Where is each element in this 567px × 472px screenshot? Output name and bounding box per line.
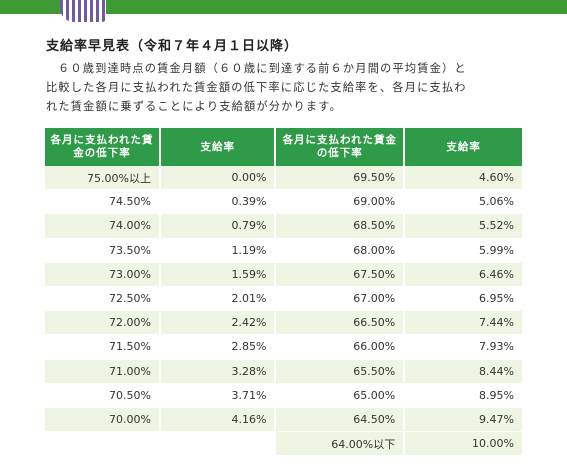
cell-benefit-rate: 0.00% xyxy=(160,166,277,191)
cell-benefit-rate-2: 8.95% xyxy=(404,383,522,408)
table-row: 73.50% 1.19% 68.00% 5.99% xyxy=(45,238,522,263)
cell-decline-rate: 72.50% xyxy=(45,286,161,312)
benefit-rate-table: 各月に支払われた賃金の低下率 支給率 各月に支払われた賃金の低下率 支給率 75… xyxy=(45,128,522,457)
empty-cell xyxy=(45,431,161,457)
cell-decline-rate-2: 64.50% xyxy=(275,407,406,433)
table-row: 75.00%以上 0.00% 69.50% 4.60% xyxy=(45,166,522,191)
cell-benefit-rate-2: 8.44% xyxy=(404,359,522,384)
cell-benefit-rate: 2.42% xyxy=(160,310,277,336)
cell-benefit-rate-2: 10.00% xyxy=(404,431,522,457)
cell-benefit-rate: 3.28% xyxy=(160,359,277,384)
table-row: 70.50% 3.71% 65.00% 8.95% xyxy=(45,383,522,408)
cell-decline-rate: 73.50% xyxy=(45,238,161,263)
cell-decline-rate: 70.00% xyxy=(45,407,161,433)
cell-benefit-rate-2: 4.60% xyxy=(404,166,522,191)
cell-decline-rate-2: 65.50% xyxy=(275,359,406,384)
cell-decline-rate-2: 68.50% xyxy=(275,213,406,239)
description-line: 比較した各月に支払われた賃金額の低下率に応じた支給率を、各月に支払わ xyxy=(46,81,467,94)
cell-decline-rate: 75.00%以上 xyxy=(45,166,161,191)
cell-decline-rate-2: 69.50% xyxy=(275,166,406,191)
cell-benefit-rate: 0.39% xyxy=(160,189,277,215)
cell-benefit-rate-2: 5.52% xyxy=(404,213,522,239)
cell-decline-rate-2: 67.50% xyxy=(275,262,406,287)
cell-benefit-rate: 0.79% xyxy=(160,213,277,239)
cell-decline-rate: 74.50% xyxy=(45,189,161,215)
top-green-band xyxy=(0,0,567,14)
cell-benefit-rate-2: 9.47% xyxy=(404,407,522,433)
cell-benefit-rate-2: 7.93% xyxy=(404,334,522,360)
cell-benefit-rate-2: 6.46% xyxy=(404,262,522,287)
header-benefit-rate-2: 支給率 xyxy=(404,128,522,166)
table-row: 71.00% 3.28% 65.50% 8.44% xyxy=(45,359,522,384)
cell-decline-rate: 72.00% xyxy=(45,310,161,336)
cell-benefit-rate: 2.85% xyxy=(160,334,277,360)
cell-decline-rate: 70.50% xyxy=(45,383,161,408)
description-line: れた賃金額に乗ずることにより支給額が分かります。 xyxy=(46,100,342,113)
table-row: 72.00% 2.42% 66.50% 7.44% xyxy=(45,310,522,336)
cell-decline-rate: 71.00% xyxy=(45,359,161,384)
table-row: 70.00% 4.16% 64.50% 9.47% xyxy=(45,407,522,433)
cell-decline-rate: 71.50% xyxy=(45,334,161,360)
empty-cell xyxy=(160,431,277,457)
header-wage-decline-rate: 各月に支払われた賃金の低下率 xyxy=(45,128,161,166)
page-title: 支給率早見表（令和７年４月１日以降） xyxy=(46,39,299,54)
cell-benefit-rate-2: 5.99% xyxy=(404,238,522,263)
table-row: 74.00% 0.79% 68.50% 5.52% xyxy=(45,213,522,239)
table-row-last: 64.00%以下 10.00% xyxy=(45,431,522,457)
table-body: 75.00%以上 0.00% 69.50% 4.60% 74.50% 0.39% 69.00… xyxy=(45,166,522,457)
table-row: 72.50% 2.01% 67.00% 6.95% xyxy=(45,286,522,312)
description-line: ６０歳到達時点の賃金月額（６０歳に到達する前６か月間の平均賃金）と xyxy=(58,62,467,75)
cell-benefit-rate: 3.71% xyxy=(160,383,277,408)
cell-decline-rate-2: 69.00% xyxy=(275,189,406,215)
table-header-row: 各月に支払われた賃金の低下率 支給率 各月に支払われた賃金の低下率 支給率 xyxy=(45,128,522,166)
header-wage-decline-rate-2: 各月に支払われた賃金の低下率 xyxy=(275,128,406,166)
striped-tab-decoration xyxy=(60,0,106,22)
cell-benefit-rate: 1.59% xyxy=(160,262,277,287)
cell-decline-rate-2: 68.00% xyxy=(275,238,406,263)
cell-decline-rate-2: 65.00% xyxy=(275,383,406,408)
top-decoration-bar xyxy=(0,0,567,22)
table-row: 73.00% 1.59% 67.50% 6.46% xyxy=(45,262,522,287)
description: ６０歳到達時点の賃金月額（６０歳に到達する前６か月間の平均賃金）と 比較した各月… xyxy=(46,59,526,116)
cell-decline-rate: 73.00% xyxy=(45,262,161,287)
cell-decline-rate-2: 64.00%以下 xyxy=(275,431,406,457)
cell-benefit-rate-2: 7.44% xyxy=(404,310,522,336)
cell-benefit-rate: 2.01% xyxy=(160,286,277,312)
table-row: 71.50% 2.85% 66.00% 7.93% xyxy=(45,334,522,360)
cell-decline-rate-2: 66.50% xyxy=(275,310,406,336)
cell-benefit-rate: 1.19% xyxy=(160,238,277,263)
header-benefit-rate: 支給率 xyxy=(160,128,277,166)
cell-benefit-rate-2: 5.06% xyxy=(404,189,522,215)
cell-decline-rate-2: 67.00% xyxy=(275,286,406,312)
cell-benefit-rate: 4.16% xyxy=(160,407,277,433)
cell-benefit-rate-2: 6.95% xyxy=(404,286,522,312)
table-row: 74.50% 0.39% 69.00% 5.06% xyxy=(45,189,522,215)
cell-decline-rate-2: 66.00% xyxy=(275,334,406,360)
cell-decline-rate: 74.00% xyxy=(45,213,161,239)
